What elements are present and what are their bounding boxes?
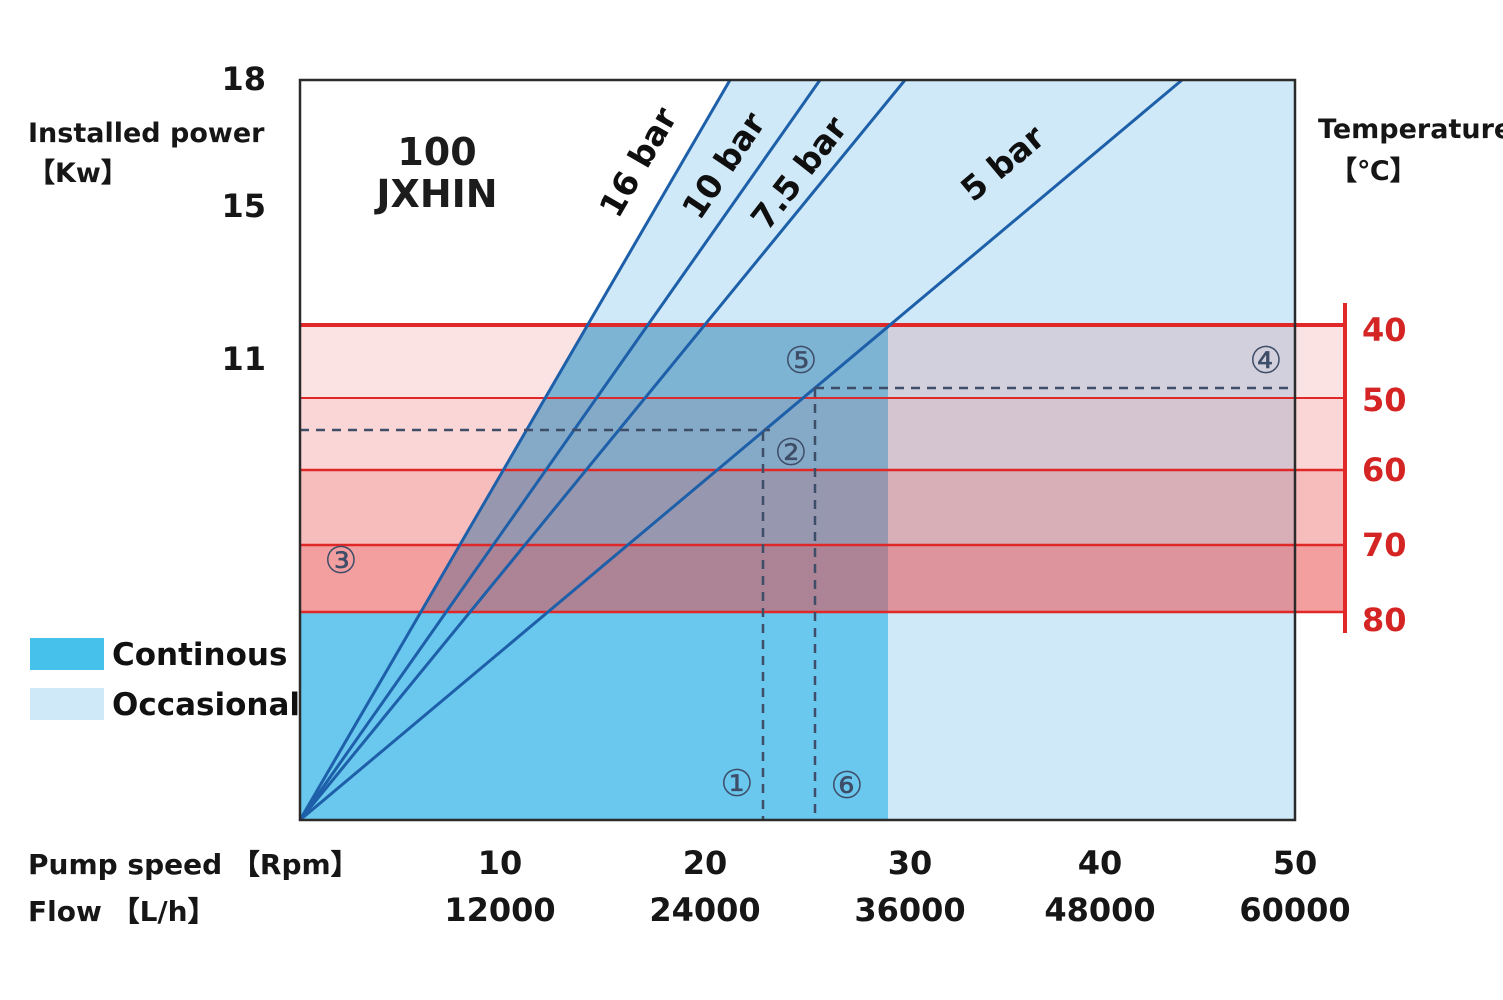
legend-swatch-continuous <box>30 638 104 670</box>
pump-speed-axis-label: Pump speed 【Rpm】 <box>28 848 359 881</box>
temperature-axis-unit: 【℃】 <box>1330 156 1417 187</box>
marker-1: ① <box>720 762 753 805</box>
power-axis-title: Installed power <box>28 118 265 149</box>
flow-tick-36000: 36000 <box>854 891 965 929</box>
temp-tick-60: 60 <box>1362 451 1407 489</box>
temp-tick-80: 80 <box>1362 601 1407 639</box>
legend-label-continuous: Continous <box>112 637 287 673</box>
chart-title-model: 100 <box>397 130 476 174</box>
flow-axis-label: Flow 【L/h】 <box>28 895 216 928</box>
speed-tick-40: 40 <box>1078 844 1123 882</box>
flow-tick-60000: 60000 <box>1239 891 1350 929</box>
marker-6: ⑥ <box>830 764 863 807</box>
power-tick-15: 15 <box>221 187 266 225</box>
pressure-line-5bar <box>299 78 1183 822</box>
speed-tick-30: 30 <box>888 844 933 882</box>
power-axis-unit: 【Kw】 <box>28 158 128 189</box>
power-tick-11: 11 <box>221 340 266 378</box>
temp-band-40-50 <box>300 325 1345 398</box>
temp-band-70-80 <box>300 545 1345 612</box>
flow-tick-24000: 24000 <box>649 891 760 929</box>
pressure-line-7-5bar <box>298 79 907 821</box>
legend-label-occasional: Occasional <box>112 687 300 723</box>
temperature-axis-title: Temperature <box>1318 114 1503 145</box>
marker-2: ② <box>774 431 807 474</box>
flow-tick-12000: 12000 <box>444 891 555 929</box>
chart-title-brand: JXHIN <box>373 172 497 216</box>
marker-3: ③ <box>324 539 357 582</box>
legend-swatch-occasional <box>30 688 104 720</box>
flow-tick-48000: 48000 <box>1044 891 1155 929</box>
pressure-line-10bar <box>298 79 822 821</box>
marker-4: ④ <box>1249 339 1282 382</box>
pressure-line-16bar <box>298 79 732 821</box>
speed-tick-10: 10 <box>478 844 523 882</box>
plot-border <box>298 78 1297 822</box>
temp-tick-70: 70 <box>1362 526 1407 564</box>
temp-tick-50: 50 <box>1362 381 1407 419</box>
temp-band-50-60 <box>300 398 1345 470</box>
marker-5: ⑤ <box>784 339 817 382</box>
power-tick-18: 18 <box>221 60 266 98</box>
speed-tick-20: 20 <box>683 844 728 882</box>
temp-band-60-70 <box>300 470 1345 545</box>
speed-tick-50: 50 <box>1273 844 1318 882</box>
temp-tick-40: 40 <box>1362 311 1407 349</box>
